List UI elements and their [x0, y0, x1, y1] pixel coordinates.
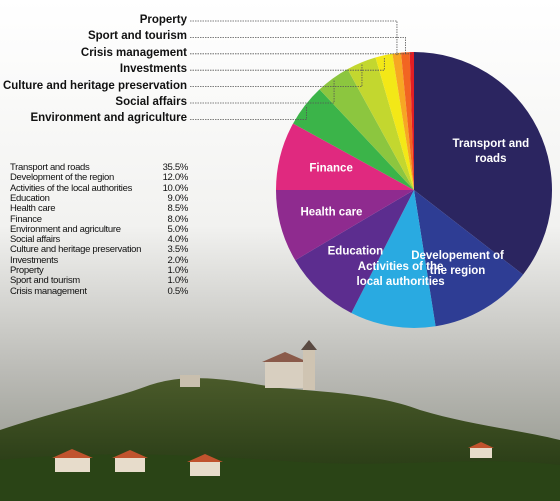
- table-value: 0.5%: [167, 285, 189, 297]
- slice-label: Finance: [309, 162, 353, 175]
- slice-label: Health care: [300, 206, 363, 219]
- pie-slice: [409, 52, 414, 190]
- outer-label: Social affairs: [115, 96, 187, 108]
- outer-label: Sport and tourism: [87, 30, 187, 43]
- pie-slice: [401, 52, 414, 190]
- pie-slice: [293, 89, 414, 190]
- outer-label: Property: [139, 14, 187, 26]
- table-category: Culture and heritage preservation: [10, 244, 142, 256]
- table-value: 2.0%: [167, 254, 189, 266]
- table-category: Development of the region: [10, 172, 114, 184]
- table-value: 4.0%: [167, 234, 189, 246]
- table-value: 12.0%: [162, 172, 189, 184]
- pie-slice: [392, 52, 414, 190]
- leader-line: [190, 37, 406, 55]
- outer-label: Crisis management: [80, 46, 187, 59]
- castle: [180, 340, 317, 390]
- table-category: Property: [10, 265, 44, 276]
- table-category: Social affairs: [10, 234, 61, 246]
- table-category: Education: [10, 192, 50, 204]
- table-value: 9.0%: [167, 192, 189, 204]
- slice-label: Developement of the region: [411, 249, 504, 277]
- table-value: 1.0%: [167, 265, 189, 276]
- leader-line: [190, 79, 335, 104]
- table-category: Environment and agriculture: [10, 223, 121, 235]
- pie-slice: [414, 190, 524, 327]
- table-category: Transport and roads: [10, 162, 90, 173]
- slice-label: Activities of the local authorities: [356, 260, 445, 288]
- leader-line: [190, 20, 398, 56]
- table-category: Activities of the local authorities: [10, 182, 133, 194]
- pie-slice: [347, 57, 414, 190]
- outer-label: Culture and heritage preservation: [2, 79, 187, 92]
- slice-label: Education: [327, 245, 384, 258]
- table-value: 5.0%: [167, 223, 189, 235]
- pie-slice: [295, 190, 414, 313]
- table-category: Crisis management: [10, 285, 87, 297]
- pie-slice: [319, 69, 414, 190]
- leader-line: [190, 106, 307, 120]
- table-category: Finance: [10, 213, 42, 225]
- table-category: Health care: [10, 203, 56, 215]
- table-category: Sport and tourism: [10, 275, 80, 287]
- pie-slice: [375, 53, 414, 191]
- table-value: 10.0%: [162, 182, 189, 194]
- table-category: Investments: [10, 254, 58, 266]
- pie-slice: [414, 52, 552, 275]
- pie-slice: [276, 190, 414, 261]
- leader-line: [190, 57, 385, 71]
- table-value: 35.5%: [162, 162, 189, 173]
- pie-slice: [276, 123, 414, 190]
- outer-label: Investments: [119, 63, 187, 76]
- table-value: 3.5%: [167, 244, 189, 256]
- pie-slice: [351, 190, 436, 328]
- table-value: 8.0%: [167, 213, 189, 225]
- outer-label: Environment and agriculture: [30, 112, 187, 125]
- slice-label: Transport and roads: [452, 138, 530, 166]
- table-value: 8.5%: [167, 203, 189, 215]
- houses: [52, 442, 494, 476]
- table-value: 1.0%: [167, 275, 189, 287]
